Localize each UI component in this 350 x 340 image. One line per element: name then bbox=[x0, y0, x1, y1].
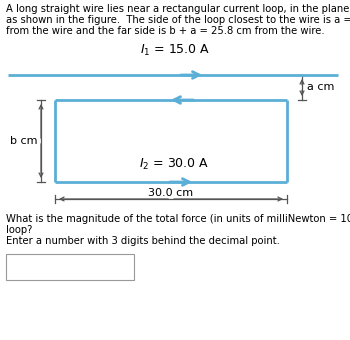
Text: a cm: a cm bbox=[307, 83, 334, 92]
Text: b cm: b cm bbox=[10, 136, 38, 146]
Text: loop?: loop? bbox=[6, 225, 32, 235]
Text: $I_1$ = 15.0 A: $I_1$ = 15.0 A bbox=[140, 43, 210, 58]
Text: as shown in the figure.  The side of the loop closest to the wire is a = 10.4 cm: as shown in the figure. The side of the … bbox=[6, 15, 350, 25]
Text: Enter a number with 3 digits behind the decimal point.: Enter a number with 3 digits behind the … bbox=[6, 236, 280, 246]
Text: $I_2$ = 30.0 A: $I_2$ = 30.0 A bbox=[139, 157, 209, 172]
FancyBboxPatch shape bbox=[6, 254, 134, 280]
Text: A long straight wire lies near a rectangular current loop, in the plane of the l: A long straight wire lies near a rectang… bbox=[6, 4, 350, 14]
Text: What is the magnitude of the total force (in units of milliNewton = 10⁻³ N) on t: What is the magnitude of the total force… bbox=[6, 214, 350, 224]
Text: from the wire and the far side is b + a = 25.8 cm from the wire.: from the wire and the far side is b + a … bbox=[6, 26, 325, 36]
Text: 30.0 cm: 30.0 cm bbox=[148, 188, 194, 198]
